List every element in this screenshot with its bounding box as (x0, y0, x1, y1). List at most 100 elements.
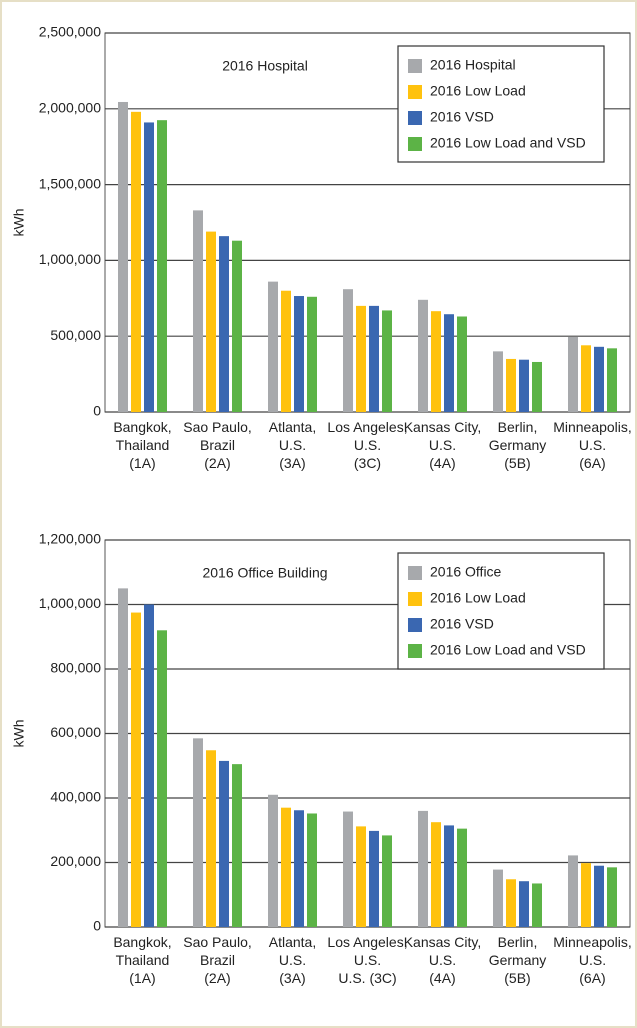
bar (307, 813, 317, 927)
bar (206, 231, 216, 412)
bar (519, 881, 529, 927)
bar (281, 290, 291, 412)
bar (568, 855, 578, 927)
y-axis-label: kWh (11, 720, 27, 748)
bar (343, 289, 353, 412)
y-tick-label: 800,000 (50, 660, 101, 676)
bar (444, 825, 454, 927)
bar (431, 822, 441, 927)
bar (506, 358, 516, 412)
bar (193, 738, 203, 927)
bar (607, 348, 617, 412)
legend-swatch (408, 111, 422, 125)
bar (457, 828, 467, 927)
y-tick-label: 2,500,000 (39, 24, 101, 40)
bar (532, 361, 542, 412)
legend-swatch (408, 566, 422, 580)
bar (457, 316, 467, 412)
bar (444, 314, 454, 412)
chart-title: 2016 Office Building (202, 565, 327, 581)
y-tick-label: 0 (93, 918, 101, 934)
bar (493, 351, 503, 412)
bar (356, 305, 366, 412)
bar (369, 305, 379, 412)
bar (307, 296, 317, 412)
bar (219, 236, 229, 412)
y-tick-label: 200,000 (50, 853, 101, 869)
legend-label: 2016 Low Load and VSD (430, 135, 586, 151)
y-tick-label: 600,000 (50, 724, 101, 740)
bar (206, 750, 216, 927)
bar (343, 811, 353, 927)
bar (594, 346, 604, 412)
bar (144, 604, 154, 927)
bar (268, 794, 278, 927)
x-tick-label: Kansas City, U.S. (4A) (404, 419, 482, 471)
x-tick-label: Bangkok, Thailand (1A) (113, 934, 171, 986)
bar (581, 863, 591, 927)
bar (493, 869, 503, 927)
bar (219, 760, 229, 927)
x-tick-label: Kansas City, U.S. (4A) (404, 934, 482, 986)
bar (131, 612, 141, 927)
bar (118, 588, 128, 927)
x-tick-label: Sao Paulo, Brazil (2A) (183, 934, 252, 986)
bar (294, 810, 304, 927)
chart-title: 2016 Hospital (222, 58, 308, 74)
bar (118, 101, 128, 412)
x-tick-label: Bangkok, Thailand (1A) (113, 419, 171, 471)
x-tick-label: Minneapolis, U.S. (6A) (553, 419, 632, 471)
bar (607, 867, 617, 927)
legend-swatch (408, 85, 422, 99)
x-tick-label: Los Angeles, U.S. U.S. (3C) (327, 934, 407, 986)
y-tick-label: 1,000,000 (39, 251, 101, 267)
bar (506, 879, 516, 927)
x-tick-label: Los Angeles, U.S. (3C) (327, 419, 407, 471)
legend (397, 45, 605, 163)
legend-label: 2016 VSD (430, 109, 494, 125)
y-tick-label: 1,500,000 (39, 175, 101, 191)
bar (594, 865, 604, 927)
bar (519, 359, 529, 412)
bar (418, 810, 428, 927)
y-tick-label: 500,000 (50, 327, 101, 343)
bar (268, 281, 278, 412)
legend (397, 552, 605, 670)
bar (568, 336, 578, 412)
legend-label: 2016 Office (430, 564, 502, 580)
bar (157, 630, 167, 927)
y-tick-label: 2,000,000 (39, 100, 101, 116)
bar (131, 111, 141, 412)
legend-swatch (408, 644, 422, 658)
bar (157, 120, 167, 413)
bar (581, 345, 591, 412)
bar (532, 883, 542, 927)
x-tick-label: Minneapolis, U.S. (6A) (553, 934, 632, 986)
y-axis-label: kWh (11, 209, 27, 237)
legend-swatch (408, 618, 422, 632)
x-tick-label: Sao Paulo, Brazil (2A) (183, 419, 252, 471)
legend-swatch (408, 137, 422, 151)
bar (232, 240, 242, 412)
x-tick-label: Berlin, Germany (5B) (489, 934, 547, 986)
bar (294, 296, 304, 412)
legend-label: 2016 Low Load (430, 83, 526, 99)
legend-label: 2016 VSD (430, 616, 494, 632)
bar (232, 764, 242, 927)
legend-label: 2016 Hospital (430, 57, 516, 73)
bar (382, 835, 392, 927)
bar (144, 122, 154, 412)
bar (193, 210, 203, 412)
y-tick-label: 1,000,000 (39, 595, 101, 611)
legend-label: 2016 Low Load and VSD (430, 642, 586, 658)
x-tick-label: Atlanta, U.S. (3A) (269, 934, 316, 986)
bar (369, 830, 379, 927)
legend-swatch (408, 59, 422, 73)
y-tick-label: 400,000 (50, 789, 101, 805)
bar (281, 807, 291, 927)
y-tick-label: 0 (93, 403, 101, 419)
x-tick-label: Berlin, Germany (5B) (489, 419, 547, 471)
y-tick-label: 1,200,000 (39, 531, 101, 547)
bar (356, 826, 366, 927)
